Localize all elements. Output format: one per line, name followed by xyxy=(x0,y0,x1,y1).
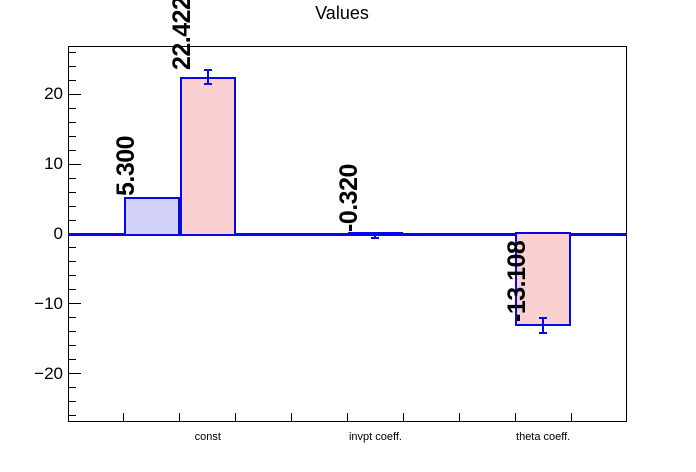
bar-pink-bin9 xyxy=(515,232,572,326)
y-minor-tick xyxy=(69,177,76,179)
x-tick xyxy=(179,413,181,421)
x-tick xyxy=(235,413,237,421)
y-minor-tick xyxy=(69,345,76,347)
y-minor-tick xyxy=(69,191,76,193)
y-minor-tick xyxy=(69,51,76,53)
x-tick xyxy=(347,413,348,421)
y-minor-tick xyxy=(69,401,76,403)
y-minor-tick xyxy=(69,359,76,361)
error-bar-cap-bottom xyxy=(371,237,380,240)
y-minor-tick xyxy=(69,289,76,291)
x-tick xyxy=(291,413,293,421)
y-axis-label: 10 xyxy=(44,154,63,174)
y-minor-tick xyxy=(69,107,76,109)
x-tick xyxy=(402,413,404,421)
y-major-tick xyxy=(69,163,81,165)
y-minor-tick xyxy=(69,219,76,221)
error-bar-cap-bottom xyxy=(539,332,548,335)
y-minor-tick xyxy=(69,149,76,151)
y-minor-tick xyxy=(69,275,76,277)
y-major-tick xyxy=(69,303,81,305)
x-tick xyxy=(458,413,460,421)
y-minor-tick xyxy=(69,79,76,81)
value-label: -13.108 xyxy=(503,240,532,322)
y-minor-tick xyxy=(69,247,76,249)
value-label: -0.320 xyxy=(335,164,364,233)
y-minor-tick xyxy=(69,317,76,319)
y-axis-label: −20 xyxy=(34,363,63,383)
error-bar-cap-bottom xyxy=(203,83,212,86)
y-minor-tick xyxy=(69,121,76,123)
y-axis-label: 0 xyxy=(53,224,63,243)
y-minor-tick xyxy=(69,65,76,67)
y-minor-tick xyxy=(69,261,76,263)
y-axis-label: −10 xyxy=(34,293,63,313)
y-major-tick xyxy=(69,373,81,375)
bar-blue-bin2 xyxy=(123,196,180,236)
y-minor-tick xyxy=(69,387,76,389)
value-label: 22.422 xyxy=(167,0,196,71)
y-minor-tick xyxy=(69,331,76,333)
error-bar-cap-top xyxy=(203,69,212,72)
y-major-tick xyxy=(69,93,81,95)
x-category-label: invpt coeff. xyxy=(348,431,402,443)
y-minor-tick xyxy=(69,205,76,207)
value-label: 5.300 xyxy=(111,135,140,196)
x-category-label: theta coeff. xyxy=(516,431,571,443)
x-tick xyxy=(570,413,572,421)
y-minor-tick xyxy=(69,135,76,137)
bar-pink-bin3 xyxy=(179,77,236,236)
y-minor-tick xyxy=(69,415,76,417)
error-bar-cap-top xyxy=(371,233,380,236)
error-bar-whisker xyxy=(206,70,209,85)
x-category-label: const xyxy=(194,431,221,443)
x-tick xyxy=(123,413,125,421)
y-axis-label: 20 xyxy=(44,84,63,104)
error-bar-whisker xyxy=(542,317,545,334)
error-bar-whisker xyxy=(374,234,377,239)
chart-title: Values xyxy=(315,3,369,23)
error-bar-cap-top xyxy=(539,316,548,319)
x-tick xyxy=(514,413,516,421)
